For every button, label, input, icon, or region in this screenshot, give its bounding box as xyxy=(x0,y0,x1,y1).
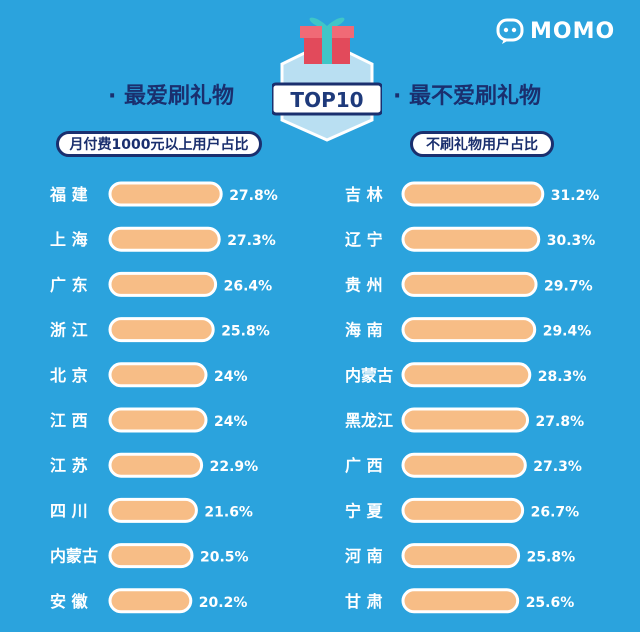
value-label: 24% xyxy=(214,414,248,430)
category-label: 浙 江 xyxy=(50,321,88,340)
category-label: 安 徽 xyxy=(50,592,89,611)
value-label: 29.7% xyxy=(544,278,593,294)
value-label: 22.9% xyxy=(210,459,259,475)
bar xyxy=(108,181,223,207)
category-label: 辽 宁 xyxy=(345,230,383,249)
category-label: 江 西 xyxy=(50,411,88,430)
category-label: 甘 肃 xyxy=(345,592,383,611)
bar xyxy=(401,226,541,252)
bar xyxy=(108,271,218,297)
value-label: 20.2% xyxy=(199,595,248,611)
category-label: 江 苏 xyxy=(50,456,88,475)
value-label: 24% xyxy=(214,369,248,385)
value-label: 27.3% xyxy=(227,233,276,249)
bar xyxy=(401,362,532,388)
momo-logo-icon xyxy=(496,18,524,44)
value-label: 27.8% xyxy=(229,188,278,204)
bar xyxy=(108,452,204,478)
bar xyxy=(108,543,194,569)
value-label: 25.6% xyxy=(526,595,575,611)
top10-badge: TOP10 xyxy=(270,12,384,142)
bar xyxy=(401,181,545,207)
category-label: 内蒙古 xyxy=(345,366,393,385)
left-section-title: · 最爱刷礼物 xyxy=(108,84,235,109)
value-label: 25.8% xyxy=(527,550,576,566)
bar xyxy=(108,362,208,388)
category-label: 黑龙江 xyxy=(345,411,393,430)
value-label: 20.5% xyxy=(200,550,249,566)
value-label: 26.4% xyxy=(224,278,273,294)
left-chart-title: 月付费1000元以上用户占比 xyxy=(56,131,262,157)
gift-box-icon xyxy=(270,17,384,142)
value-label: 30.3% xyxy=(547,233,596,249)
right-chart-title: 不刷礼物用户占比 xyxy=(410,131,554,157)
bar xyxy=(401,588,520,614)
category-label: 宁 夏 xyxy=(345,501,384,520)
category-label: 河 南 xyxy=(345,547,383,566)
value-label: 28.3% xyxy=(538,369,587,385)
bar xyxy=(401,543,521,569)
category-label: 上 海 xyxy=(50,230,88,249)
category-label: 四 川 xyxy=(50,501,88,520)
value-label: 21.6% xyxy=(204,504,253,520)
bar xyxy=(401,452,527,478)
value-label: 27.8% xyxy=(536,414,585,430)
bar xyxy=(401,317,537,343)
category-label: 北 京 xyxy=(50,366,88,385)
category-label: 贵 州 xyxy=(345,275,383,294)
bar xyxy=(108,317,215,343)
momo-logo: MOMO xyxy=(496,14,626,48)
bar xyxy=(108,407,208,433)
category-label: 福 建 xyxy=(49,185,88,204)
value-label: 27.3% xyxy=(533,459,582,475)
bar xyxy=(108,226,221,252)
value-label: 29.4% xyxy=(543,324,592,340)
bar xyxy=(108,497,198,523)
logo-text: MOMO xyxy=(530,18,616,44)
value-label: 25.8% xyxy=(221,324,270,340)
top10-label: TOP10 xyxy=(290,88,364,112)
bar xyxy=(401,407,530,433)
category-label: 广 西 xyxy=(345,456,383,475)
bar xyxy=(401,271,538,297)
category-label: 海 南 xyxy=(345,321,383,340)
category-label: 吉 林 xyxy=(345,185,383,204)
bar xyxy=(108,588,193,614)
value-label: 26.7% xyxy=(531,504,580,520)
bar xyxy=(401,497,525,523)
right-section-title: · 最不爱刷礼物 xyxy=(393,84,542,109)
value-label: 31.2% xyxy=(551,188,600,204)
category-label: 广 东 xyxy=(50,275,88,294)
category-label: 内蒙古 xyxy=(50,547,98,566)
